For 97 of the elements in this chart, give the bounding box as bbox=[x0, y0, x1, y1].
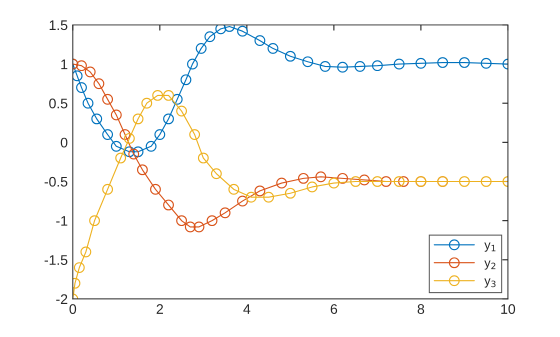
point bbox=[146, 140, 157, 152]
point bbox=[196, 43, 207, 54]
y-tick-label: -1.5 bbox=[44, 255, 68, 265]
point bbox=[458, 176, 470, 187]
point bbox=[187, 58, 198, 70]
point bbox=[89, 215, 100, 226]
point bbox=[284, 50, 296, 62]
x-tick-label: 10 bbox=[501, 304, 516, 314]
point bbox=[82, 98, 94, 109]
point bbox=[394, 176, 405, 187]
point bbox=[163, 200, 174, 210]
point bbox=[115, 152, 126, 164]
x-tick-label: 8 bbox=[418, 304, 424, 314]
point bbox=[152, 90, 164, 101]
x-tick-label: 4 bbox=[243, 304, 250, 314]
point bbox=[246, 192, 257, 203]
point bbox=[220, 207, 231, 218]
legend-label: y$_{2}$ bbox=[484, 260, 496, 270]
point bbox=[284, 188, 296, 199]
point bbox=[198, 152, 209, 164]
point bbox=[163, 90, 174, 101]
point bbox=[204, 31, 216, 42]
y-tick-label: 1 bbox=[61, 60, 68, 70]
point bbox=[137, 164, 148, 176]
point bbox=[480, 58, 492, 69]
point bbox=[206, 215, 218, 226]
point bbox=[350, 176, 362, 187]
point bbox=[210, 168, 222, 180]
point bbox=[132, 146, 144, 158]
point bbox=[163, 113, 174, 124]
point bbox=[306, 182, 318, 192]
point bbox=[180, 74, 192, 86]
point bbox=[337, 172, 348, 184]
point bbox=[254, 185, 266, 196]
point bbox=[320, 61, 331, 72]
y-tick-label: -2 bbox=[56, 294, 68, 304]
point bbox=[176, 106, 187, 116]
point bbox=[72, 70, 83, 82]
point bbox=[276, 178, 288, 188]
point bbox=[458, 57, 470, 68]
point bbox=[120, 129, 130, 140]
point bbox=[76, 82, 87, 93]
point bbox=[398, 176, 409, 187]
point bbox=[189, 129, 200, 140]
point bbox=[76, 60, 87, 72]
point bbox=[328, 178, 340, 188]
point bbox=[102, 129, 114, 140]
x-tick-label: 0 bbox=[69, 304, 76, 314]
point bbox=[394, 58, 405, 70]
point bbox=[354, 61, 366, 72]
y-tick-label: 0 bbox=[60, 138, 68, 148]
point bbox=[194, 221, 204, 232]
point bbox=[93, 78, 104, 90]
point bbox=[172, 94, 183, 105]
point bbox=[150, 184, 161, 195]
point bbox=[372, 60, 383, 72]
point bbox=[128, 148, 140, 160]
y-tick-label: -1 bbox=[56, 216, 68, 226]
x-tick-label: 6 bbox=[330, 304, 338, 314]
point bbox=[358, 174, 370, 186]
point bbox=[437, 57, 448, 68]
point bbox=[110, 140, 122, 152]
point bbox=[124, 133, 135, 144]
x-tick-label: 2 bbox=[156, 304, 163, 314]
point bbox=[102, 184, 114, 195]
point bbox=[110, 110, 122, 120]
point bbox=[141, 98, 152, 109]
point bbox=[215, 24, 226, 34]
point bbox=[263, 192, 274, 203]
point bbox=[176, 215, 187, 226]
point bbox=[154, 129, 166, 140]
point bbox=[91, 113, 102, 124]
point bbox=[380, 176, 392, 187]
point bbox=[237, 196, 248, 206]
point bbox=[84, 66, 96, 78]
legend-label: y$_{3}$ bbox=[484, 278, 496, 288]
point bbox=[337, 62, 348, 73]
point bbox=[124, 146, 135, 158]
point bbox=[184, 221, 196, 232]
point bbox=[80, 246, 92, 258]
point bbox=[254, 35, 266, 46]
point bbox=[315, 171, 326, 182]
point bbox=[228, 184, 240, 195]
y-tick-label: 0.5 bbox=[49, 98, 68, 108]
point bbox=[480, 176, 492, 187]
point bbox=[74, 262, 85, 274]
point bbox=[268, 43, 278, 54]
y-tick-label: -0.5 bbox=[44, 176, 68, 187]
point bbox=[302, 56, 314, 68]
y-tick-label: 1.5 bbox=[50, 20, 68, 30]
point bbox=[237, 26, 248, 37]
point bbox=[298, 172, 309, 184]
point bbox=[102, 94, 114, 105]
point bbox=[372, 176, 383, 187]
legend-label: y$_{1}$ bbox=[484, 242, 496, 252]
point bbox=[132, 113, 144, 124]
point bbox=[415, 58, 426, 69]
